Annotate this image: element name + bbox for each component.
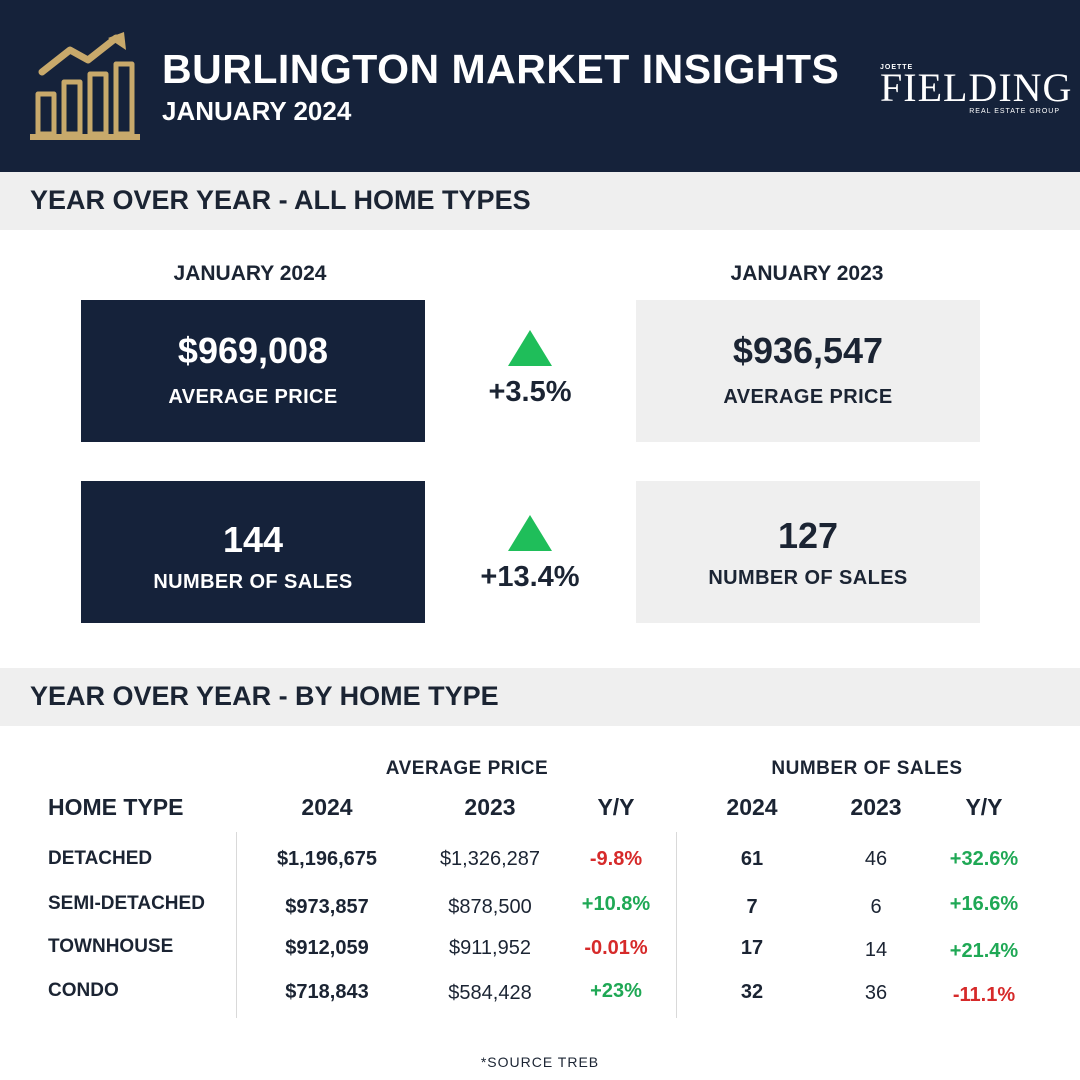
- row-sales-2024: 7: [746, 896, 758, 918]
- bar-chart-trend-icon: [30, 32, 140, 140]
- group-heading-sales: NUMBER OF SALES: [771, 758, 963, 779]
- row-price-yy: +23%: [590, 980, 642, 1002]
- brand-logo-sub: REAL ESTATE GROUP: [969, 108, 1060, 115]
- header-price-2024: 2024: [301, 794, 353, 820]
- row-price-yy: -9.8%: [589, 848, 643, 870]
- row-price-2024: $718,843: [285, 981, 369, 1003]
- section-band-all-types: YEAR OVER YEAR - ALL HOME TYPES: [0, 172, 1080, 230]
- sales-previous-value: 127: [777, 515, 839, 556]
- page-subtitle: JANUARY 2024: [162, 96, 352, 126]
- row-sales-yy: +32.6%: [949, 848, 1019, 870]
- group-heading-price: AVERAGE PRICE: [385, 758, 549, 779]
- card-price-previous: $936,547 AVERAGE PRICE: [636, 300, 980, 442]
- row-price-2023: $584,428: [448, 982, 532, 1004]
- row-sales-2024: 17: [740, 937, 764, 959]
- row-type: DETACHED: [48, 848, 153, 869]
- header-sales-2024: 2024: [726, 794, 778, 820]
- price-previous-value: $936,547: [732, 330, 884, 371]
- price-previous-label: AVERAGE PRICE: [723, 386, 893, 408]
- sales-current-label: NUMBER OF SALES: [153, 571, 353, 593]
- header-home-type: HOME TYPE: [48, 794, 184, 820]
- row-sales-2024: 61: [740, 848, 764, 870]
- card-sales-previous: 127 NUMBER OF SALES: [636, 481, 980, 623]
- card-sales-current: 144 NUMBER OF SALES: [81, 481, 425, 623]
- row-price-2024: $912,059: [285, 937, 369, 959]
- price-change: +3.5%: [450, 330, 610, 409]
- row-type: SEMI-DETACHED: [48, 893, 205, 914]
- card-price-current: $969,008 AVERAGE PRICE: [81, 300, 425, 442]
- column-heading-previous: JANUARY 2023: [730, 262, 884, 285]
- sales-change: +13.4%: [450, 515, 610, 594]
- row-sales-2023: 46: [864, 848, 888, 870]
- sales-current-value: 144: [222, 519, 284, 560]
- table-divider: [236, 832, 237, 1018]
- row-sales-2024: 32: [740, 981, 764, 1003]
- row-price-2023: $911,952: [449, 937, 531, 959]
- row-price-2023: $878,500: [448, 896, 532, 918]
- row-sales-yy: -11.1%: [952, 984, 1016, 1006]
- up-arrow-icon: [508, 330, 552, 366]
- row-price-yy: -0.01%: [584, 937, 648, 959]
- header-banner: BURLINGTON MARKET INSIGHTS JANUARY 2024 …: [0, 0, 1080, 172]
- price-current-label: AVERAGE PRICE: [168, 386, 338, 408]
- table-divider: [676, 832, 677, 1018]
- row-price-2023: $1,326,287: [439, 848, 541, 870]
- price-current-value: $969,008: [177, 330, 329, 371]
- source-note: *SOURCE TREB: [480, 1054, 600, 1070]
- row-sales-2023: 14: [864, 939, 888, 961]
- sales-previous-label: NUMBER OF SALES: [708, 567, 908, 589]
- header-price-2023: 2023: [464, 794, 516, 820]
- row-sales-yy: +16.6%: [949, 893, 1019, 915]
- row-type: CONDO: [48, 980, 119, 1001]
- row-sales-2023: 36: [864, 982, 888, 1004]
- up-arrow-icon: [508, 515, 552, 551]
- row-type: TOWNHOUSE: [48, 936, 174, 957]
- row-price-2024: $973,857: [285, 896, 369, 918]
- brand-logo-name: FIELDING: [880, 65, 1073, 110]
- header-price-yy: Y/Y: [597, 794, 635, 820]
- header-sales-2023: 2023: [850, 794, 902, 820]
- brand-logo-top: JOETTE: [880, 64, 914, 71]
- sales-change-value: +13.4%: [480, 561, 580, 593]
- column-heading-current: JANUARY 2024: [173, 262, 327, 285]
- section-title-by-type: YEAR OVER YEAR - BY HOME TYPE: [30, 681, 499, 711]
- section-title-all-types: YEAR OVER YEAR - ALL HOME TYPES: [30, 185, 531, 215]
- header-sales-yy: Y/Y: [965, 794, 1003, 820]
- row-price-yy: +10.8%: [581, 893, 651, 915]
- row-price-2024: $1,196,675: [276, 848, 378, 870]
- brand-logo: JOETTE FIELDING REAL ESTATE GROUP: [878, 62, 1071, 120]
- price-change-value: +3.5%: [488, 376, 572, 408]
- row-sales-2023: 6: [870, 896, 882, 918]
- page-title: BURLINGTON MARKET INSIGHTS: [162, 46, 840, 92]
- row-sales-yy: +21.4%: [949, 940, 1019, 962]
- section-band-by-type: YEAR OVER YEAR - BY HOME TYPE: [0, 668, 1080, 726]
